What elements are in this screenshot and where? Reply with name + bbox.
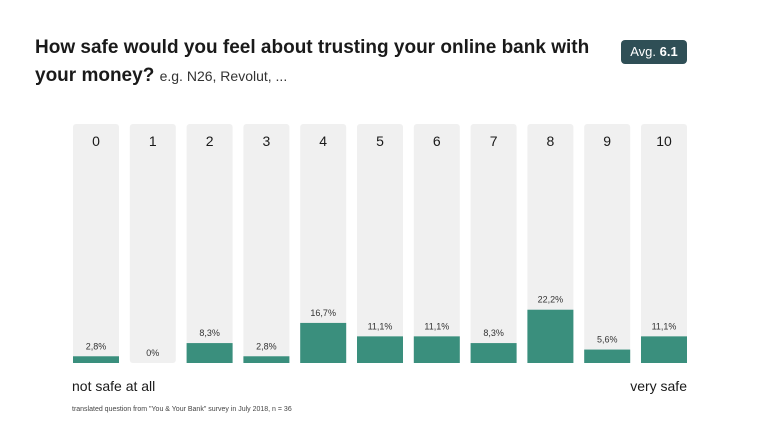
category-label: 3	[263, 133, 271, 149]
bar	[470, 343, 517, 363]
category-label: 6	[433, 133, 441, 149]
bar	[243, 356, 290, 363]
data-label: 0%	[146, 348, 159, 358]
data-label: 5,6%	[597, 335, 618, 345]
bar-track	[243, 124, 290, 363]
title-text: How safe would you feel about trusting y…	[35, 37, 590, 86]
bar-track	[413, 124, 460, 363]
data-label: 8,3%	[483, 328, 504, 338]
category-label: 10	[656, 133, 672, 149]
bar-track	[527, 124, 574, 363]
data-label: 22,2%	[538, 295, 564, 305]
bar-track	[641, 124, 687, 363]
category-label: 1	[149, 133, 157, 149]
bar	[584, 349, 631, 363]
bar-track	[300, 124, 347, 363]
average-value: 6.1	[659, 44, 678, 59]
category-label: 7	[490, 133, 498, 149]
category-label: 0	[92, 133, 100, 149]
category-label: 4	[319, 133, 327, 149]
footnote: translated question from "You & Your Ban…	[72, 406, 292, 413]
bar-track	[73, 124, 119, 363]
category-label: 8	[547, 133, 555, 149]
bar	[641, 336, 687, 363]
bar	[300, 322, 347, 363]
chart-title: How safe would you feel about trusting y…	[35, 34, 595, 90]
chart-subtitle: e.g. N26, Revolut, ...	[159, 68, 288, 84]
data-label: 11,1%	[368, 321, 393, 331]
bar-track	[129, 124, 176, 363]
bar-track	[584, 124, 631, 363]
average-label: Avg.	[630, 44, 657, 59]
category-label: 5	[376, 133, 384, 149]
bar	[186, 343, 233, 363]
bar	[73, 356, 119, 363]
category-label: 9	[603, 133, 611, 149]
bar	[527, 309, 574, 363]
scale-right-label: very safe	[630, 378, 687, 394]
bar	[413, 336, 460, 363]
data-label: 11,1%	[424, 321, 449, 331]
bar-track	[186, 124, 233, 363]
category-label: 2	[206, 133, 214, 149]
bar-track	[357, 124, 403, 363]
data-label: 16,7%	[310, 308, 336, 318]
data-label: 2,8%	[86, 341, 107, 351]
data-label: 11,1%	[652, 321, 677, 331]
scale-left-label: not safe at all	[72, 378, 156, 394]
bar	[357, 336, 403, 363]
data-label: 8,3%	[199, 328, 220, 338]
data-label: 2,8%	[256, 341, 277, 351]
bar-track	[470, 124, 517, 363]
average-badge: Avg. 6.1	[621, 40, 687, 64]
